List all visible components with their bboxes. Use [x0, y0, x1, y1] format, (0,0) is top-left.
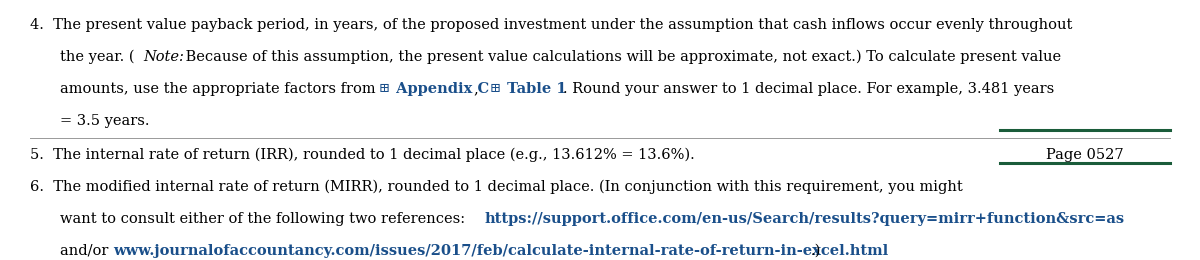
Text: Appendix C: Appendix C — [391, 82, 490, 96]
Text: Page 0527: Page 0527 — [1046, 148, 1124, 162]
Text: and/or: and/or — [60, 244, 113, 258]
Text: https://support.office.com/en-us/Search/results?query=mirr+function&src=as: https://support.office.com/en-us/Search/… — [485, 212, 1124, 226]
Text: .): .) — [811, 244, 821, 258]
Text: ⊞: ⊞ — [490, 82, 500, 95]
Text: ,: , — [474, 82, 484, 96]
Text: . Round your answer to 1 decimal place. For example, 3.481 years: . Round your answer to 1 decimal place. … — [563, 82, 1054, 96]
Text: Because of this assumption, the present value calculations will be approximate, : Because of this assumption, the present … — [181, 50, 1062, 64]
Text: 4.  The present value payback period, in years, of the proposed investment under: 4. The present value payback period, in … — [30, 18, 1073, 32]
Text: amounts, use the appropriate factors from: amounts, use the appropriate factors fro… — [60, 82, 380, 96]
Text: Table 1: Table 1 — [502, 82, 566, 96]
Text: Note:: Note: — [144, 50, 185, 64]
Text: www.journalofaccountancy.com/issues/2017/feb/calculate-internal-rate-of-return-i: www.journalofaccountancy.com/issues/2017… — [113, 244, 888, 258]
Text: 6.  The modified internal rate of return (MIRR), rounded to 1 decimal place. (In: 6. The modified internal rate of return … — [30, 180, 962, 194]
Text: want to consult either of the following two references:: want to consult either of the following … — [60, 212, 469, 226]
Text: 5.  The internal rate of return (IRR), rounded to 1 decimal place (e.g., 13.612%: 5. The internal rate of return (IRR), ro… — [30, 148, 695, 162]
Text: = 3.5 years.: = 3.5 years. — [60, 114, 150, 128]
Text: the year. (: the year. ( — [60, 50, 134, 64]
Text: ⊞: ⊞ — [378, 82, 390, 95]
